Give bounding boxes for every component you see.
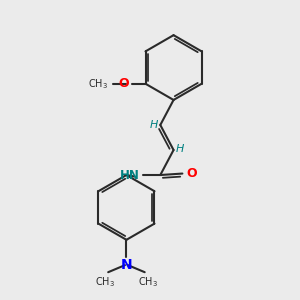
Text: CH$_3$: CH$_3$ — [138, 275, 158, 289]
Text: H: H — [150, 120, 158, 130]
Text: HN: HN — [120, 169, 140, 182]
Text: CH$_3$: CH$_3$ — [95, 275, 115, 289]
Text: N: N — [121, 258, 132, 272]
Text: H: H — [176, 143, 184, 154]
Text: O: O — [186, 167, 197, 180]
Text: CH$_3$: CH$_3$ — [88, 77, 108, 91]
Text: O: O — [119, 77, 129, 90]
